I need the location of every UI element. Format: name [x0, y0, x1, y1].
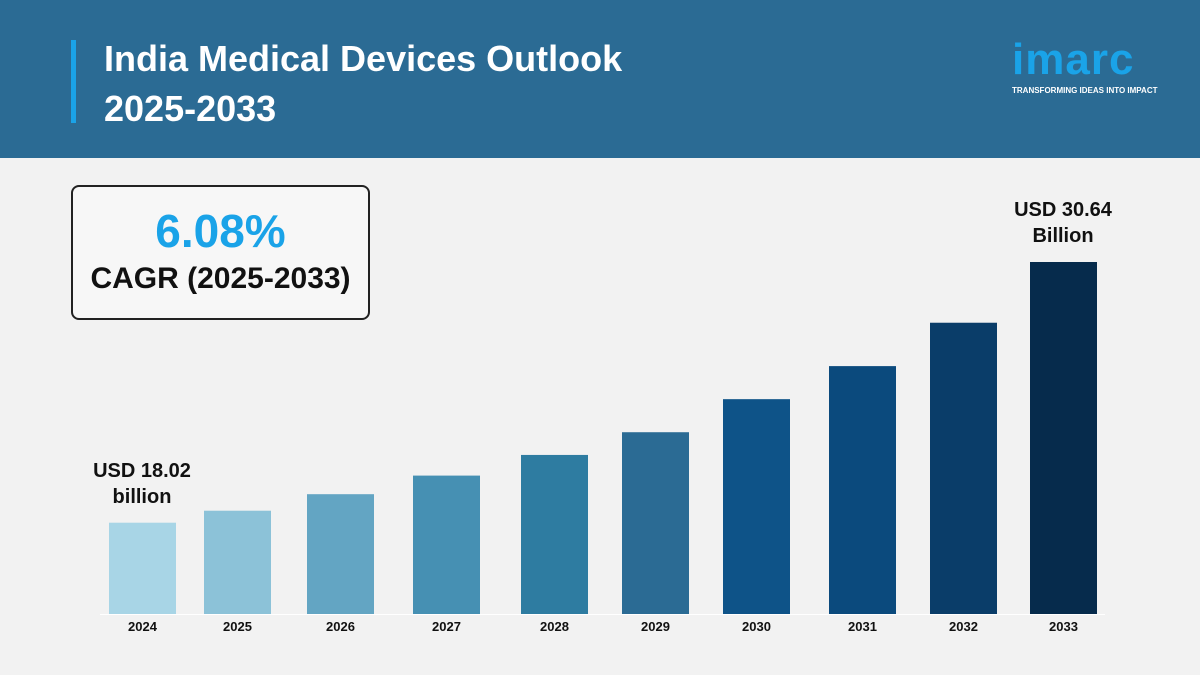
bar-2028 — [521, 454, 588, 614]
cagr-value: 6.08% — [155, 205, 286, 257]
bar-2031 — [829, 366, 896, 614]
start-value-label: USD 18.02 billion — [72, 458, 212, 510]
cagr-label: CAGR (2025-2033) — [90, 262, 351, 295]
x-tick-label: 2025 — [223, 619, 252, 634]
logo-word: imarc — [1012, 35, 1135, 84]
logo-tagline: TRANSFORMING IDEAS INTO IMPACT — [1012, 86, 1158, 95]
x-tick-label: 2031 — [848, 619, 877, 634]
imarc-logo: imarc TRANSFORMING IDEAS INTO IMPACT — [1012, 35, 1162, 96]
cagr-box: 6.08% CAGR (2025-2033) — [71, 185, 370, 320]
x-tick-label: 2033 — [1049, 619, 1078, 634]
bar-2030 — [723, 399, 790, 614]
bar-2033 — [1030, 262, 1097, 614]
x-tick-label: 2029 — [641, 619, 670, 634]
start-value-line1: USD 18.02 — [93, 460, 191, 482]
bar-2025 — [204, 510, 271, 614]
bar-2026 — [307, 494, 374, 614]
title-accent-bar — [71, 40, 76, 123]
x-tick-label: 2027 — [432, 619, 461, 634]
bar-2032 — [930, 322, 997, 614]
header-banner: India Medical Devices Outlook 2025-2033 … — [0, 0, 1200, 158]
x-tick-label: 2032 — [949, 619, 978, 634]
bar-2024 — [109, 522, 176, 614]
title-line-2: 2025-2033 — [104, 88, 277, 129]
x-tick-label: 2028 — [540, 619, 569, 634]
title-line-1: India Medical Devices Outlook — [104, 38, 623, 79]
bar-2027 — [413, 475, 480, 614]
end-value-label: USD 30.64 Billion — [993, 197, 1133, 249]
x-tick-label: 2026 — [326, 619, 355, 634]
start-value-line2: billion — [112, 486, 172, 508]
x-tick-label: 2030 — [742, 619, 771, 634]
end-value-line1: USD 30.64 — [1014, 199, 1112, 221]
bar-2029 — [622, 432, 689, 614]
x-tick-label: 2024 — [128, 619, 158, 634]
page-title: India Medical Devices Outlook 2025-2033 — [104, 34, 622, 134]
end-value-line2: Billion — [1032, 225, 1094, 247]
